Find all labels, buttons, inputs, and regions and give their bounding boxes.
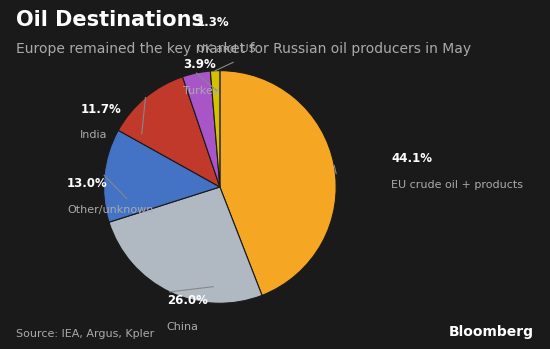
Text: India: India (80, 131, 108, 140)
Text: 11.7%: 11.7% (80, 103, 121, 116)
Text: China: China (167, 321, 199, 332)
Text: Europe remained the key market for Russian oil producers in May: Europe remained the key market for Russi… (16, 42, 472, 56)
Text: UK and US: UK and US (196, 44, 255, 54)
Wedge shape (109, 187, 262, 303)
Text: Source: IEA, Argus, Kpler: Source: IEA, Argus, Kpler (16, 328, 155, 339)
Wedge shape (220, 70, 336, 295)
Text: Oil Destinations: Oil Destinations (16, 10, 205, 30)
Text: 1.3%: 1.3% (196, 16, 229, 29)
Text: Turkey: Turkey (183, 86, 219, 96)
Text: Other/unknown: Other/unknown (67, 205, 153, 215)
Text: 13.0%: 13.0% (67, 177, 108, 190)
Text: Bloomberg: Bloomberg (448, 325, 534, 339)
Text: 44.1%: 44.1% (391, 153, 432, 165)
Text: 3.9%: 3.9% (183, 58, 216, 70)
Wedge shape (183, 71, 220, 187)
Wedge shape (103, 130, 220, 222)
Wedge shape (211, 70, 220, 187)
Text: 26.0%: 26.0% (167, 294, 207, 307)
Text: EU crude oil + products: EU crude oil + products (391, 180, 523, 190)
Wedge shape (118, 77, 220, 187)
